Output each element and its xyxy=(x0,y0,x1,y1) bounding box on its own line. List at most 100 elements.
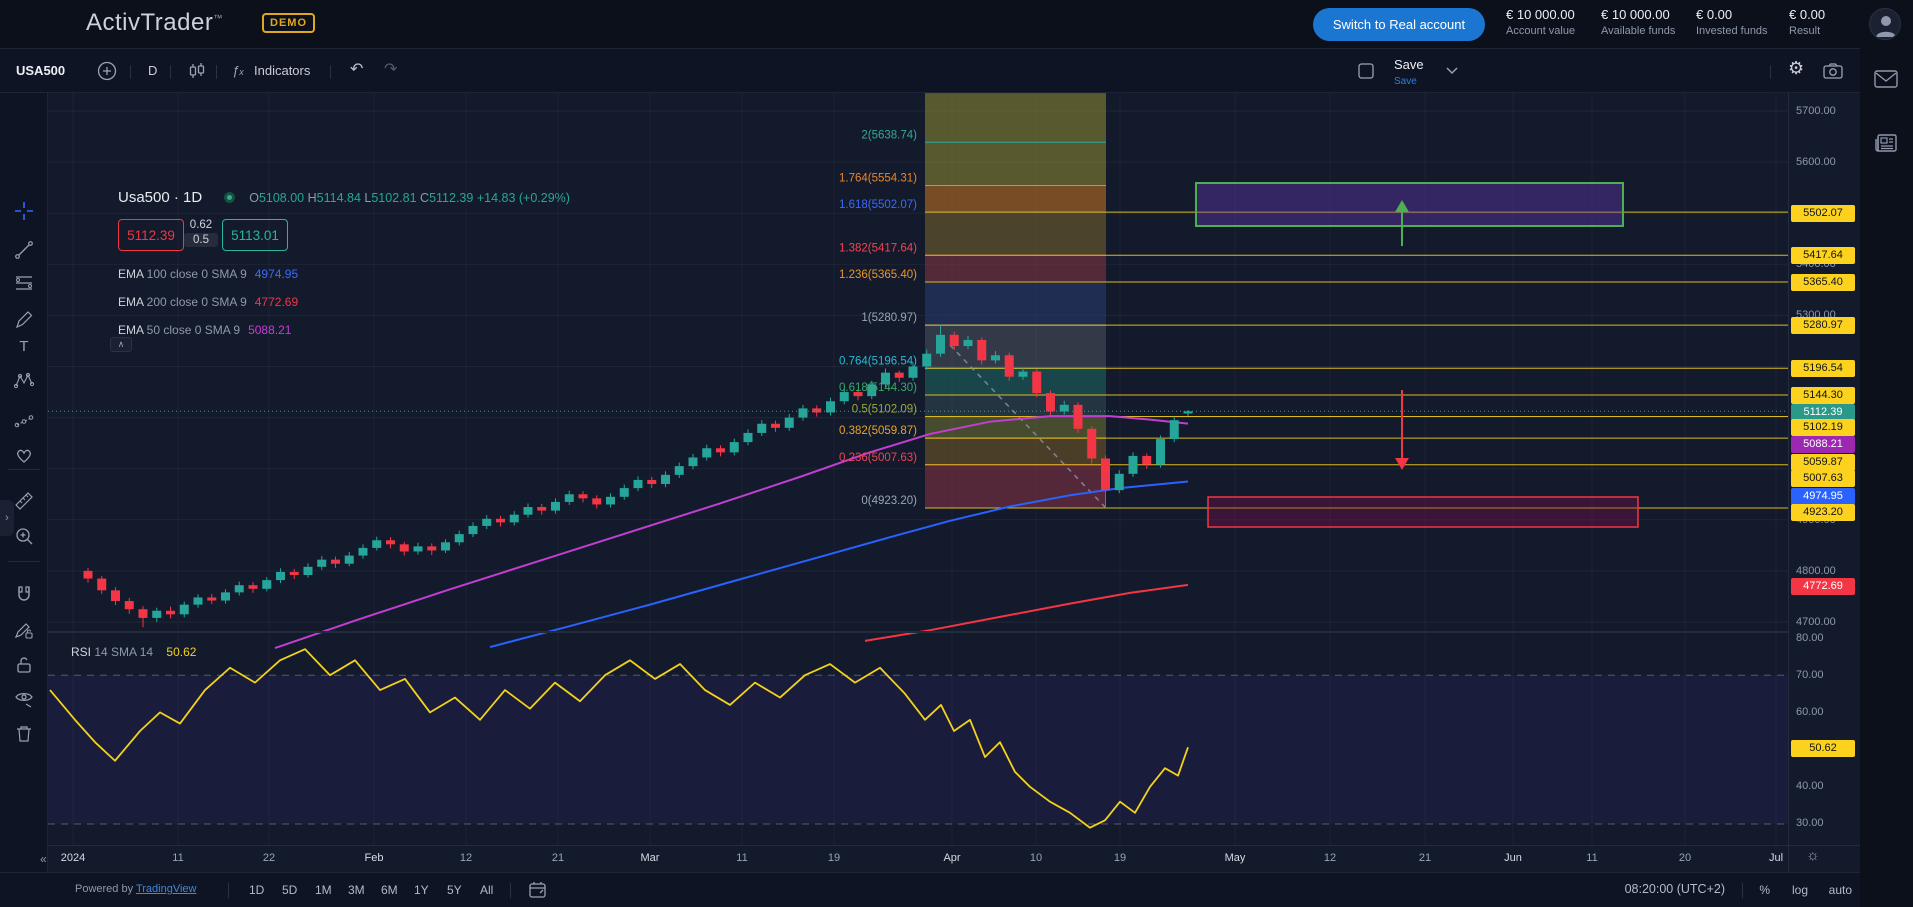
ruler-icon[interactable] xyxy=(13,490,35,512)
undo-button[interactable]: ↶ xyxy=(350,61,364,78)
stay-drawing-icon[interactable] xyxy=(13,620,35,642)
indicators-button[interactable]: Indicators xyxy=(254,63,311,78)
candle-body xyxy=(413,546,423,552)
time-axis[interactable]: 2024 11 22 Feb 12 21 Mar 11 19 Apr 10 19 May 12 21 Jun 1… xyxy=(48,845,1788,872)
time-label: Jun xyxy=(1504,852,1522,864)
candle-body xyxy=(1156,439,1165,465)
candle-body xyxy=(1128,455,1138,474)
candle-style-icon[interactable] xyxy=(186,60,208,82)
forecast-icon[interactable] xyxy=(13,409,35,431)
bottom-bar: Powered by TradingView 1D 5D 1M 3M 6M 1Y 5Y All… xyxy=(0,872,1913,907)
rsi-legend[interactable]: RSI 14 SMA 14 50.62 xyxy=(71,645,197,659)
buy-button[interactable]: 5113.01 xyxy=(222,219,288,251)
time-label: 19 xyxy=(1113,852,1127,864)
candle-body xyxy=(1059,404,1069,412)
range-button-3m[interactable]: 3M xyxy=(348,883,365,897)
market-status-dot xyxy=(224,192,236,203)
settings-gear-icon[interactable]: ⚙ xyxy=(1788,58,1805,78)
favorites-heart-icon[interactable] xyxy=(13,444,35,466)
interval-button[interactable]: D xyxy=(148,63,158,78)
history-chevron-icon[interactable]: « xyxy=(40,852,47,866)
xabcd-pattern-icon[interactable] xyxy=(13,370,35,392)
account-stat-available-funds: € 10 000.00 Available funds xyxy=(1601,7,1676,37)
price-badge: 5417.64 xyxy=(1791,246,1855,264)
range-button-6m[interactable]: 6M xyxy=(381,883,398,897)
chart-toolbar: USA500 D ƒx Indicators ↶ ↷ Save Save ⚙ xyxy=(0,48,1913,93)
candle-body xyxy=(702,448,712,458)
chevron-down-icon[interactable] xyxy=(1445,66,1459,76)
magnet-icon[interactable] xyxy=(13,584,35,606)
hide-drawings-icon[interactable] xyxy=(13,687,35,709)
candle-body xyxy=(262,580,272,589)
news-icon[interactable] xyxy=(1874,133,1898,155)
compare-plus-icon[interactable] xyxy=(96,60,118,82)
legend-collapse-button[interactable]: ∧ xyxy=(110,337,132,352)
candle-body xyxy=(674,466,684,475)
fib-retracement-icon[interactable] xyxy=(13,272,35,294)
candle-body xyxy=(551,501,560,511)
avatar[interactable] xyxy=(1869,8,1901,40)
envelope-icon[interactable] xyxy=(1874,70,1898,88)
candle-body xyxy=(207,597,217,601)
trend-line-icon[interactable] xyxy=(13,239,35,261)
arrow-down-head xyxy=(1395,458,1409,470)
fib-band xyxy=(925,438,1106,465)
range-button-1m[interactable]: 1M xyxy=(315,883,332,897)
account-stat-result: € 0.00 Result xyxy=(1789,7,1826,37)
save-button[interactable]: Save Save xyxy=(1394,57,1424,87)
price-gridline-label: 4700.00 xyxy=(1796,616,1836,628)
fib-band xyxy=(925,416,1106,439)
auto-scale-button[interactable]: auto xyxy=(1828,883,1852,897)
powered-by: Powered by TradingView xyxy=(75,883,197,895)
time-label: 11 xyxy=(172,852,184,864)
crosshair-icon[interactable] xyxy=(13,200,35,222)
time-label: 10 xyxy=(1029,852,1043,864)
candle-body xyxy=(812,408,822,413)
text-icon[interactable]: T xyxy=(13,335,35,357)
log-scale-button[interactable]: log xyxy=(1791,883,1808,897)
indicator-row-ema-200[interactable]: EMA 200 close 0 SMA 9 4772.69 xyxy=(118,295,299,309)
go-to-date-icon[interactable] xyxy=(528,881,548,900)
candle-body xyxy=(1046,393,1055,412)
session-sun-icon[interactable]: ☼ xyxy=(1806,847,1820,864)
tradingview-link[interactable]: TradingView xyxy=(135,883,197,895)
app-logo: ActivTrader™ xyxy=(86,9,223,36)
range-button-5y[interactable]: 5Y xyxy=(447,883,462,897)
lock-all-icon[interactable] xyxy=(13,654,35,676)
candle-body xyxy=(317,559,327,567)
camera-icon[interactable] xyxy=(1822,61,1844,81)
sell-button[interactable]: 5112.39 xyxy=(118,219,184,251)
fib-band xyxy=(925,185,1106,213)
candle-body xyxy=(496,518,505,523)
price-badge: 5102.19 xyxy=(1791,418,1855,436)
candle-body xyxy=(1073,404,1083,429)
clock[interactable]: 08:20:00 (UTC+2) xyxy=(1624,882,1725,896)
brush-icon[interactable] xyxy=(13,309,35,331)
fib-label: 0.764(5196.54) xyxy=(839,355,917,367)
redo-button[interactable]: ↷ xyxy=(384,61,398,78)
switch-to-real-button[interactable]: Switch to Real account xyxy=(1313,8,1485,41)
chart-area[interactable]: 2(5638.74) 1.764(5554.31) 1.618(5502.07) 1.… xyxy=(48,93,1788,845)
candle-body xyxy=(1032,371,1042,394)
zoom-in-icon[interactable] xyxy=(13,525,35,547)
range-button-1y[interactable]: 1Y xyxy=(414,883,429,897)
remove-drawings-icon[interactable] xyxy=(13,723,35,745)
time-label: Jul xyxy=(1768,852,1784,864)
symbol-button[interactable]: USA500 xyxy=(16,63,66,78)
candle-body xyxy=(716,448,725,453)
time-label: 12 xyxy=(1323,852,1337,864)
range-button-all[interactable]: All xyxy=(480,883,494,897)
price-badge: 5196.54 xyxy=(1791,359,1855,377)
indicator-row-ema-100[interactable]: EMA 100 close 0 SMA 9 4974.95 xyxy=(118,267,299,281)
layout-select-icon[interactable] xyxy=(1356,61,1376,81)
price-axis[interactable]: 5700.005600.005500.005400.005300.005200.… xyxy=(1788,93,1860,845)
range-button-1d[interactable]: 1D xyxy=(249,883,265,897)
indicator-row-ema-50[interactable]: EMA 50 close 0 SMA 9 5088.21 xyxy=(118,323,292,337)
watchlist-expander[interactable]: › xyxy=(0,500,14,536)
candle-body xyxy=(276,571,285,581)
price-badge: 5088.21 xyxy=(1791,435,1855,453)
legend-title[interactable]: Usa500 · 1D xyxy=(118,189,203,206)
range-button-5d[interactable]: 5D xyxy=(282,883,298,897)
percent-scale-button[interactable]: % xyxy=(1759,883,1770,897)
candle-body xyxy=(372,540,382,548)
